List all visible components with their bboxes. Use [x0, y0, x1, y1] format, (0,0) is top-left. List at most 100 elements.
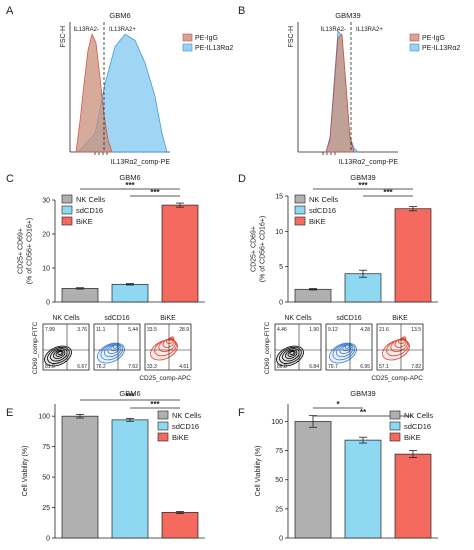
y-tick-label-E: 0	[46, 536, 50, 543]
legend-label-F-2: BiKE	[404, 433, 421, 442]
bar-D-0	[294, 288, 332, 303]
y-tick-label-C: 30	[42, 198, 50, 205]
bar-F-1	[344, 439, 382, 539]
y-tick-label-F: 0	[279, 536, 283, 543]
y-tick-label-E: 25	[42, 505, 50, 512]
flow-quadrant-ll-C-flow-1: 76.2	[96, 364, 106, 370]
legend-swatch-B-1	[409, 43, 420, 52]
bar-D-2	[394, 208, 432, 303]
flow-quadrant-lr-D-flow-2: 7.82	[411, 364, 421, 370]
flow-D-flow-1-contour-5	[344, 344, 350, 349]
bar-ylabel-D-0: CD25+ CD69+	[251, 226, 258, 272]
flow-D-flow-0-contour-4	[287, 350, 296, 357]
panel-label-A: A	[6, 5, 14, 17]
legend-label-E-0: NK Cells	[172, 411, 201, 420]
flow-quadrant-ul-C-flow-1: 11.1	[96, 327, 106, 333]
y-tick-label-E: 100	[38, 414, 50, 421]
legend-swatch-E-1	[157, 421, 169, 431]
y-tick-label-C: 0	[46, 300, 50, 307]
bar-ylabel-D-1: (% of CD56+ CD16+)	[260, 216, 267, 283]
bar-E-0	[61, 415, 99, 539]
legend-swatch-E-0	[157, 410, 169, 420]
flow-D-flow-1-contour-1	[332, 343, 356, 361]
y-tick-label-D: 10	[275, 229, 283, 236]
histogram-ylabel-B: FSC-H	[288, 26, 295, 47]
flow-D-flow-1-contour-2	[335, 343, 354, 358]
bar-F-0	[294, 421, 332, 539]
flow-quadrant-ul-D-flow-1: 9.12	[328, 327, 338, 333]
flow-quadrant-ur-D-flow-2: 13.5	[411, 327, 421, 333]
y-tick-label-F: 25	[275, 506, 283, 513]
flow-quadrant-lr-D-flow-0: 6.84	[309, 364, 319, 370]
flow-ylabel-D-flow: CD69_comp-FITC	[264, 321, 271, 374]
gate-label-pos-A: IL13RA2+	[109, 27, 136, 33]
legend-label-F-0: NK Cells	[404, 411, 433, 420]
histogram-title-A: GBM6	[109, 11, 130, 20]
bar-ylabel-E-0: Cell Viability (%)	[22, 446, 29, 497]
legend-swatch-C-0	[61, 194, 73, 204]
bar-E-1	[111, 419, 149, 539]
flow-plot-title-C-flow-1: sdCD16	[104, 315, 129, 322]
flow-xlabel-D-flow: CD25_comp-APC	[371, 375, 423, 382]
legend-label-E-1: sdCD16	[172, 422, 199, 431]
flow-quadrant-lr-C-flow-0: 6.67	[77, 364, 87, 370]
flow-quadrant-lr-D-flow-1: 6.95	[360, 364, 370, 370]
bar-C-1	[111, 283, 149, 303]
flow-xlabel-C-flow: CD25_comp-APC	[139, 375, 191, 382]
flow-quadrant-ll-C-flow-0: 81.6	[45, 364, 55, 370]
legend-swatch-D-1	[294, 205, 306, 215]
y-tick-label-D: 0	[279, 300, 283, 307]
y-tick-label-D: 5	[279, 264, 283, 271]
legend-label-A-1: PE-IL13Rα2	[195, 45, 233, 52]
flow-C-flow-0-contour-5	[57, 351, 63, 356]
flow-plot-title-D-flow-1: sdCD16	[336, 315, 361, 322]
significance-label-C-1: ***	[150, 188, 160, 197]
significance-label-E-0: ***	[125, 392, 135, 401]
legend-swatch-E-2	[157, 432, 169, 442]
panel-label-B: B	[238, 5, 245, 17]
bar-F-2	[394, 453, 432, 539]
flow-plot-frame-C-flow-0	[42, 323, 90, 371]
legend-swatch-F-0	[389, 410, 401, 420]
flow-quadrant-ur-D-flow-1: 4.28	[360, 327, 370, 333]
y-tick-label-E: 75	[42, 444, 50, 451]
bar-ylabel-C-1: (% of CD56+ CD16+)	[27, 218, 34, 285]
flow-C-flow-2-contour-5	[169, 336, 175, 341]
flow-quadrant-ul-C-flow-0: 7.99	[45, 327, 55, 333]
flow-C-flow-2-contour-2	[158, 338, 176, 352]
flow-plot-title-C-flow-0: NK Cells	[52, 315, 80, 322]
legend-label-D-2: BiKE	[309, 217, 326, 226]
flow-quadrant-ur-C-flow-1: 5.44	[128, 327, 138, 333]
bar-title-D: GBM39	[350, 173, 375, 182]
bar-C-0	[61, 288, 99, 303]
flow-D-flow-2-contour-2	[390, 338, 408, 352]
legend-label-D-1: sdCD16	[309, 206, 336, 215]
legend-label-F-1: sdCD16	[404, 422, 431, 431]
gate-label-neg-A: IL13RA2-	[74, 27, 99, 33]
flow-C-flow-0-contour-1	[47, 346, 70, 364]
flow-C-flow-1-contour-2	[103, 343, 122, 358]
flow-C-flow-0-contour-3	[53, 349, 66, 359]
flow-quadrant-ll-D-flow-1: 79.7	[328, 364, 338, 370]
legend-label-C-0: NK Cells	[76, 195, 105, 204]
flow-D-flow-0-contour-1	[279, 346, 302, 364]
legend-swatch-A-1	[182, 43, 193, 52]
significance-label-D-1: ***	[383, 188, 393, 197]
bar-E-2	[161, 512, 199, 539]
legend-label-C-1: sdCD16	[76, 206, 103, 215]
flow-C-flow-0-contour-4	[55, 350, 64, 357]
legend-label-D-0: NK Cells	[309, 195, 338, 204]
flow-quadrant-ll-C-flow-2: 33.3	[147, 364, 157, 370]
legend-label-B-1: PE-IL13Rα2	[422, 45, 460, 52]
flow-quadrant-ur-C-flow-2: 28.9	[179, 327, 189, 333]
legend-swatch-B-0	[409, 33, 420, 42]
legend-swatch-C-1	[61, 205, 73, 215]
panel-label-C: C	[6, 173, 14, 185]
histogram-series-A-0	[75, 33, 113, 153]
legend-label-B-0: PE-IgG	[422, 35, 445, 42]
flow-quadrant-lr-C-flow-2: 4.61	[179, 364, 189, 370]
histogram-series-B-0	[325, 33, 355, 153]
flow-quadrant-ur-D-flow-0: 1.90	[309, 327, 319, 333]
bar-D-1	[344, 273, 382, 303]
